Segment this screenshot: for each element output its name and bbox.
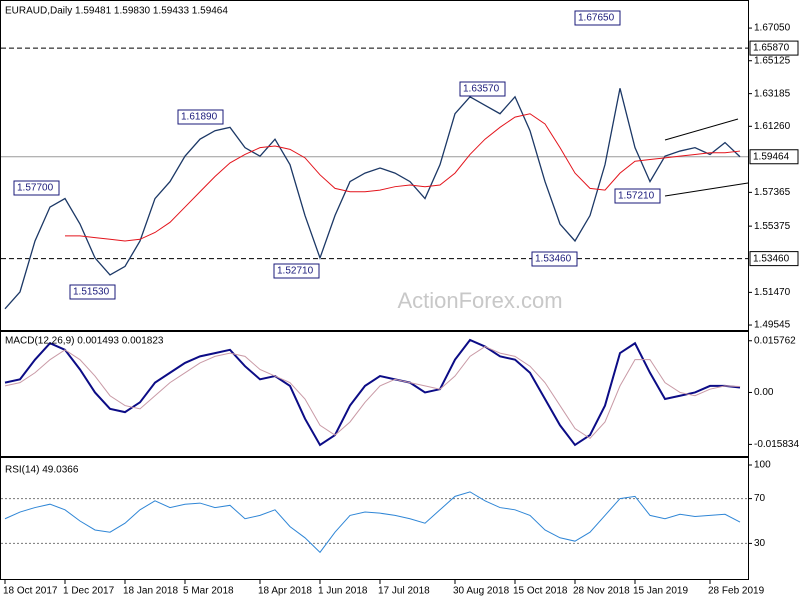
y-tick-label: 0.00 — [754, 387, 774, 398]
annotation-label: 1.67650 — [578, 13, 615, 24]
rsi-panel-frame — [0, 457, 749, 580]
series-line — [4, 338, 741, 447]
annotation-box — [273, 263, 320, 279]
x-tick-label: 28 Nov 2018 — [573, 586, 630, 597]
y-tick-label: 0.015762 — [754, 335, 796, 346]
y-tick-label: 1.61260 — [754, 121, 791, 132]
series-line — [4, 491, 741, 554]
x-tick-label: 15 Oct 2018 — [513, 586, 568, 597]
x-tick-label: 15 Jan 2019 — [633, 586, 688, 597]
y-tick-label: 30 — [754, 538, 766, 549]
series-line — [65, 113, 741, 242]
annotation-label: 1.57210 — [618, 191, 655, 202]
annotation-box — [459, 81, 506, 97]
y-tick-label: 1.67050 — [754, 23, 791, 34]
level-label-box — [749, 40, 799, 56]
y-tick-label: 1.57365 — [754, 187, 791, 198]
annotation-label: 1.61890 — [181, 112, 218, 123]
annotation-box — [614, 188, 661, 204]
macd-panel-frame — [0, 331, 749, 457]
annotation-label: 1.57700 — [17, 183, 54, 194]
x-tick-label: 30 Aug 2018 — [453, 586, 510, 597]
y-tick-label: 1.63185 — [754, 88, 791, 99]
x-tick-label: 28 Feb 2019 — [708, 586, 765, 597]
y-tick-label: 1.49545 — [754, 320, 791, 331]
y-tick-label: 100 — [754, 460, 771, 471]
annotation-label: 1.53460 — [535, 254, 572, 265]
y-tick-label: 1.65125 — [754, 55, 791, 66]
x-tick-label: 5 Mar 2018 — [183, 586, 234, 597]
annotation-label: 1.51530 — [73, 287, 110, 298]
series-line — [4, 345, 741, 440]
series-line — [4, 88, 741, 310]
annotation-box — [13, 180, 60, 196]
y-tick-label: 70 — [754, 493, 766, 504]
annotation-box — [69, 284, 116, 300]
x-tick-label: 1 Dec 2017 — [63, 586, 115, 597]
annotation-label: 1.63570 — [463, 84, 500, 95]
level-label: 1.59464 — [753, 151, 790, 162]
annotation-box — [574, 10, 621, 26]
y-tick-label: 1.55375 — [754, 221, 791, 232]
annotation-box — [531, 251, 578, 267]
level-label-box — [749, 251, 799, 267]
x-tick-label: 18 Jan 2018 — [123, 586, 178, 597]
watermark: ActionForex.com — [397, 288, 562, 313]
panel-title: MACD(12,26,9) 0.001493 0.001823 — [5, 336, 164, 347]
panel-title: RSI(14) 49.0366 — [5, 465, 79, 476]
level-label: 1.53460 — [753, 253, 790, 264]
x-tick-label: 18 Oct 2017 — [3, 586, 58, 597]
channel-upper — [664, 118, 739, 141]
channel-lower — [664, 182, 749, 197]
level-label-box — [749, 149, 799, 165]
annotation-box — [177, 109, 224, 125]
x-tick-label: 17 Jul 2018 — [378, 586, 430, 597]
price-panel-frame — [0, 0, 749, 331]
panel-title: EURAUD,Daily 1.59481 1.59830 1.59433 1.5… — [5, 6, 228, 17]
annotation-label: 1.52710 — [277, 266, 314, 277]
level-label: 1.65870 — [753, 43, 790, 54]
x-tick-label: 18 Apr 2018 — [258, 586, 312, 597]
y-tick-label: 1.51470 — [754, 287, 791, 298]
y-tick-label: -0.015834 — [754, 439, 799, 450]
x-tick-label: 1 Jun 2018 — [318, 586, 368, 597]
